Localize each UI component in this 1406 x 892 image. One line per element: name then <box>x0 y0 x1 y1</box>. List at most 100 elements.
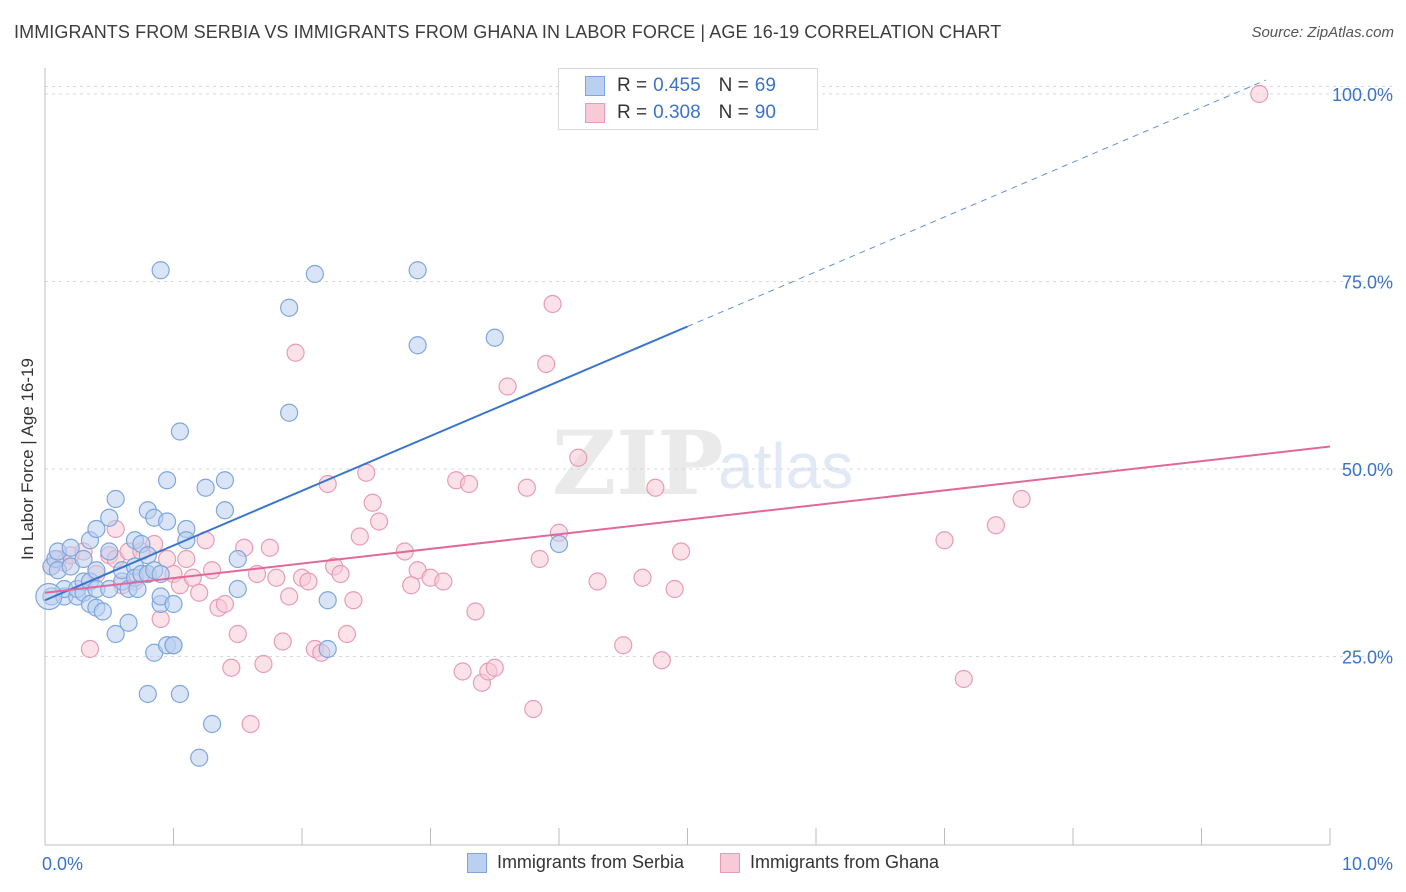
n-label: N = <box>718 75 749 96</box>
ghana-point <box>299 572 318 591</box>
serbia-point <box>318 591 337 610</box>
ghana-point <box>434 572 453 591</box>
serbia-point <box>35 582 63 611</box>
y-tick-label: 25.0% <box>1342 648 1393 668</box>
ghana-point <box>363 493 382 512</box>
serbia-n-value: 69 <box>754 75 776 96</box>
ghana-point <box>157 549 177 569</box>
ghana-point <box>935 531 954 550</box>
serbia-point <box>74 549 93 569</box>
serbia-point <box>164 594 183 614</box>
serbia-point <box>549 534 569 554</box>
n-label: N = <box>718 102 749 123</box>
ghana-point <box>517 478 536 497</box>
ghana-point <box>665 579 684 599</box>
ghana-point <box>80 639 100 659</box>
serbia-point <box>408 261 427 280</box>
serbia-point <box>228 579 247 599</box>
serbia-point <box>157 471 177 490</box>
legend-item-ghana[interactable]: Immigrants from Ghana <box>720 852 939 873</box>
ghana-point <box>498 377 517 396</box>
watermark: ZIP atlas <box>552 411 853 515</box>
serbia-point <box>318 639 337 659</box>
serbia-point <box>93 602 112 621</box>
ghana-swatch <box>585 103 605 123</box>
ghana-point <box>241 714 260 734</box>
ghana-point <box>530 549 549 569</box>
ghana-point <box>280 587 299 606</box>
ghana-point <box>588 572 607 591</box>
serbia-point <box>408 336 427 355</box>
serbia-point <box>138 546 157 565</box>
y-axis-label: In Labor Force | Age 16-19 <box>18 358 37 560</box>
chart-title: IMMIGRANTS FROM SERBIA VS IMMIGRANTS FRO… <box>14 22 1002 42</box>
y-tick-label: 50.0% <box>1342 460 1393 480</box>
ghana-point <box>215 594 234 614</box>
ghana-point <box>569 448 588 467</box>
ghana-r-value: 0.308 <box>653 102 701 123</box>
ghana-point <box>453 662 472 681</box>
ghana-point <box>402 576 421 595</box>
ghana-point <box>459 474 479 494</box>
ghana-trend-line <box>44 445 1331 594</box>
series-serbia-points <box>35 261 569 767</box>
ghana-n-value: 90 <box>754 102 776 123</box>
serbia-point <box>138 684 157 704</box>
ghana-point <box>954 669 973 689</box>
serbia-point <box>87 519 106 539</box>
serbia-point <box>61 538 80 557</box>
legend-item-serbia[interactable]: Immigrants from Serbia <box>466 852 684 873</box>
ghana-point <box>190 583 209 602</box>
stats-legend: R = 0.455 N = 69 R = 0.308 N = 90 <box>558 68 818 130</box>
stats-row-serbia: R = 0.455 N = 69 <box>585 75 776 97</box>
ghana-point <box>524 699 543 719</box>
ghana-point <box>273 632 292 651</box>
ghana-point <box>344 591 363 610</box>
serbia-point <box>215 471 234 490</box>
serbia-point <box>106 489 125 509</box>
ghana-point <box>543 294 562 314</box>
serbia-point <box>305 264 324 284</box>
serbia-point <box>100 508 119 527</box>
ghana-point <box>350 527 369 546</box>
ghana-point <box>222 658 241 677</box>
ghana-point <box>537 354 556 374</box>
legend-label-serbia: Immigrants from Serbia <box>496 852 684 872</box>
serbia-point <box>170 684 190 704</box>
x-tick-label: 0.0% <box>42 854 83 874</box>
watermark-atlas: atlas <box>718 430 853 502</box>
source-credit: Source: ZipAtlas.com <box>1251 24 1394 41</box>
legend-label-ghana: Immigrants from Ghana <box>750 852 940 872</box>
x-tick-label: 10.0% <box>1342 854 1393 874</box>
serbia-point <box>157 512 177 531</box>
ghana-point <box>267 568 286 587</box>
ghana-point <box>370 512 389 531</box>
serbia-point <box>228 549 247 569</box>
ghana-point <box>646 478 665 497</box>
grid-lines <box>45 86 1392 657</box>
serbia-swatch <box>585 76 605 96</box>
ghana-point <box>614 636 633 655</box>
serbia-point <box>100 542 119 561</box>
serbia-point <box>170 422 190 441</box>
serbia-point <box>190 748 209 767</box>
ghana-point <box>202 561 222 580</box>
serbia-point <box>119 613 138 632</box>
ghana-point <box>466 602 485 621</box>
ghana-legend-swatch <box>720 852 740 873</box>
ghana-point <box>260 538 279 557</box>
ghana-point <box>331 564 350 584</box>
ghana-point <box>986 516 1006 535</box>
ghana-point <box>671 542 691 561</box>
ghana-point <box>177 549 196 569</box>
serbia-point <box>196 478 215 497</box>
serbia-point <box>202 714 222 734</box>
serbia-trend-line <box>44 325 688 602</box>
ghana-point <box>286 343 305 362</box>
serbia-trend-extension <box>687 79 1266 327</box>
y-tick-label: 100.0% <box>1332 85 1393 105</box>
serbia-point <box>151 261 170 280</box>
ghana-point <box>1012 489 1031 509</box>
serbia-point <box>485 328 504 347</box>
serbia-legend-swatch <box>466 852 487 873</box>
